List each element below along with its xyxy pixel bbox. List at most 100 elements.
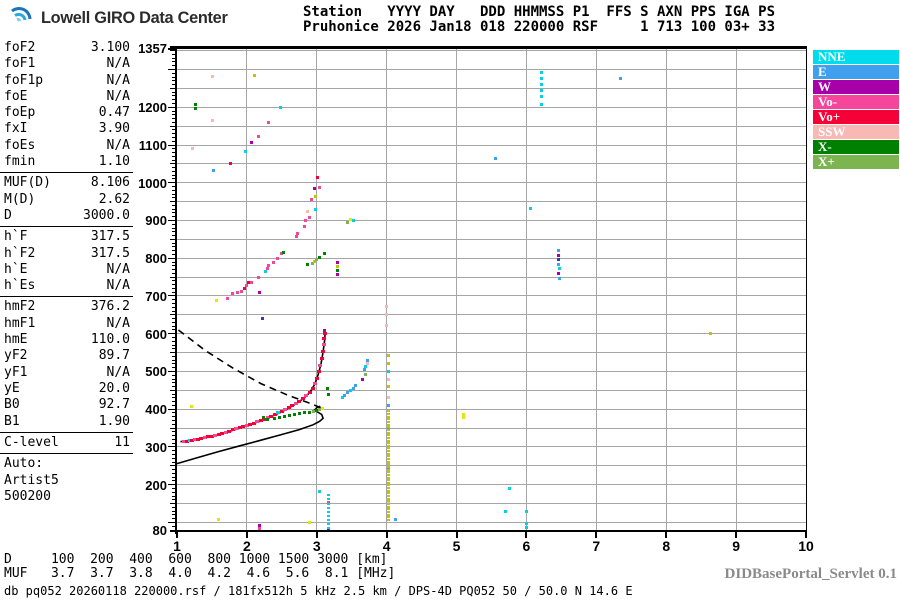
horizontal-gridline [177, 389, 806, 391]
param-label: B0 [4, 397, 20, 413]
rfi-column-point [387, 500, 391, 503]
echo-point [364, 365, 368, 369]
echo-point [336, 260, 340, 264]
rfi-column-point [326, 510, 330, 513]
rfi-column-point [326, 523, 330, 526]
horizontal-gridline [177, 370, 806, 372]
trace-echo-point [248, 422, 253, 426]
param-value: N/A [106, 315, 130, 331]
y-axis-tick [172, 325, 175, 327]
echo-point [315, 409, 319, 413]
trace-echo-point [216, 432, 221, 436]
y-axis-tick [170, 201, 175, 203]
panel-section-divider [0, 226, 133, 228]
x-axis-tick [735, 532, 738, 538]
echo-point [265, 267, 269, 271]
y-axis-tick [172, 450, 175, 452]
y-axis-tick [172, 386, 175, 388]
vertical-gridline [386, 48, 388, 530]
echo-point [557, 262, 561, 266]
y-tick-label: 800 [145, 251, 167, 267]
trace-echo-point [202, 436, 207, 440]
echo-point [539, 89, 543, 93]
legend-item-xminus: X- [813, 140, 899, 154]
param-row: M(D) 2.62 [0, 192, 133, 208]
y-axis-tick [168, 48, 175, 50]
echo-point [318, 255, 322, 259]
y-axis-tick [172, 99, 175, 101]
rfi-column-point [387, 463, 391, 466]
y-axis-tick [172, 321, 175, 323]
rfi-column-point [387, 505, 391, 508]
y-axis-tick [170, 427, 175, 429]
y-axis-tick [168, 219, 175, 221]
echo-point [273, 416, 277, 420]
y-axis-tick [172, 416, 175, 418]
y-axis-tick [172, 529, 175, 531]
y-axis-tick [172, 506, 175, 508]
echo-point [318, 408, 322, 412]
rfi-column-point [387, 508, 391, 511]
y-axis-tick [172, 487, 175, 489]
trace-echo-point [241, 425, 246, 429]
echo-point [302, 411, 306, 415]
y-axis-tick [172, 95, 175, 97]
y-axis-tick [172, 167, 175, 169]
x-axis-tick [525, 532, 528, 538]
echo-point [318, 490, 322, 494]
x-tick-label: 10 [798, 538, 814, 554]
echo-point [362, 368, 366, 372]
y-axis-tick [172, 378, 175, 380]
horizontal-gridline [177, 163, 806, 165]
trace-echo-point [293, 402, 298, 406]
trace-echo-point [258, 419, 263, 423]
y-axis-tick [172, 499, 175, 501]
echo-point [315, 257, 319, 261]
x-tick-label: 7 [592, 538, 601, 554]
rfi-column-point [387, 481, 391, 484]
horizontal-gridline [177, 408, 806, 410]
rfi-column-point [387, 428, 391, 431]
rfi-column-point [326, 506, 330, 509]
param-row: h`E N/A [0, 262, 133, 278]
y-axis-tick [172, 367, 175, 369]
echo-point [387, 385, 391, 389]
echo-point [346, 220, 350, 224]
echo-point [385, 313, 389, 317]
rfi-column-point [387, 510, 391, 513]
y-axis-tick [172, 401, 175, 403]
y-axis-tick [172, 454, 175, 455]
trace-echo-point [304, 394, 309, 398]
trace-echo-point [227, 429, 232, 433]
y-axis-tick [172, 197, 175, 199]
trace-echo-point [193, 438, 198, 442]
param-value: 317.5 [90, 229, 130, 245]
y-axis-tick [172, 118, 175, 120]
logo-text: Lowell GIRO Data Center [41, 8, 228, 27]
rfi-column-point [387, 431, 391, 434]
echo-point [307, 410, 311, 414]
rfi-column-point [387, 487, 391, 490]
echo-point [281, 251, 285, 255]
y-axis-tick [172, 329, 175, 331]
param-row: foE N/A [0, 89, 133, 105]
trace-echo-point [269, 414, 274, 418]
param-value: 3000.0 [83, 207, 130, 223]
rfi-column-point [326, 527, 330, 530]
echo-point [304, 218, 308, 222]
y-axis-tick [172, 159, 175, 161]
rfi-column-point [387, 413, 391, 416]
trace-echo-point [255, 420, 260, 424]
horizontal-gridline [177, 87, 806, 89]
y-tick-label: 600 [145, 326, 167, 342]
y-axis-tick [172, 223, 175, 225]
trace-echo-point [251, 421, 256, 425]
rfi-column-point [387, 434, 391, 437]
y-axis-tick [172, 442, 175, 444]
echo-point [387, 354, 391, 358]
param-row: h`Es N/A [0, 278, 133, 294]
panel-section-divider [0, 172, 133, 174]
echo-direction-legend: NNE E W Vo- Vo+ SSW X- X+ [813, 50, 900, 170]
legend-item-vominus: Vo- [813, 95, 899, 109]
y-axis-tick [172, 363, 175, 365]
